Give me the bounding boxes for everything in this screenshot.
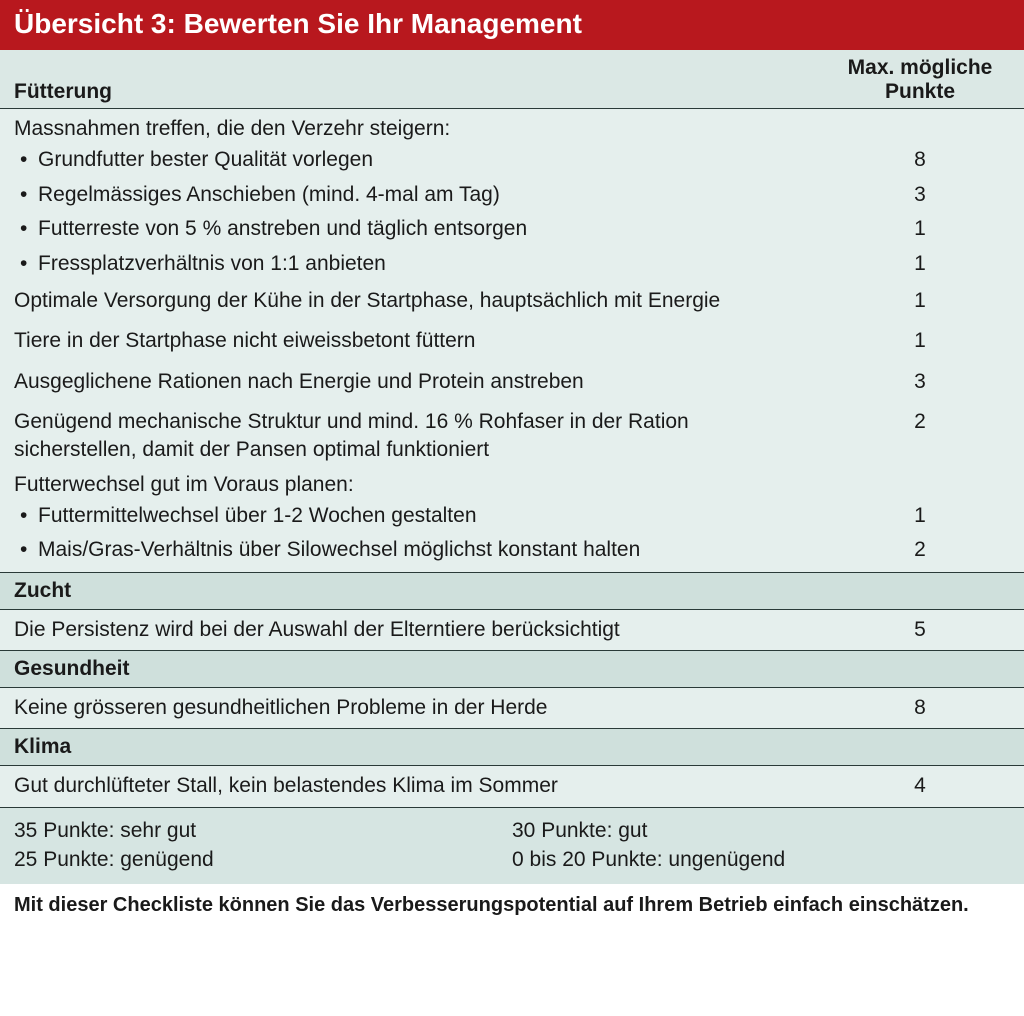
- bullet-row: • Regelmässiges Anschieben (mind. 4-mal …: [0, 178, 1024, 212]
- points-value: 8: [830, 694, 1010, 722]
- table-row: Die Persistenz wird bei der Auswahl der …: [0, 610, 1024, 650]
- bullet-icon: •: [14, 214, 38, 244]
- section-header-zucht: Zucht: [0, 573, 1024, 610]
- section-header-gesundheit: Gesundheit: [0, 651, 1024, 688]
- header-left: Fütterung: [14, 80, 830, 104]
- bullet-text: Mais/Gras-Verhältnis über Silowechsel mö…: [38, 535, 830, 565]
- bullet-icon: •: [14, 180, 38, 210]
- header-right: Max. mögliche Punkte: [830, 56, 1010, 104]
- row-text: Gut durchlüfteter Stall, kein belastende…: [14, 772, 830, 800]
- fuetterung-intro1: Massnahmen treffen, die den Verzehr stei…: [0, 109, 1024, 143]
- header-right-line2: Punkte: [830, 80, 1010, 104]
- points-value: 8: [830, 145, 1010, 175]
- legend-item: 35 Punkte: sehr gut: [14, 816, 512, 845]
- bullet-text: Grundfutter bester Qualität vorlegen: [38, 145, 830, 175]
- row-text: Die Persistenz wird bei der Auswahl der …: [14, 616, 830, 644]
- points-value: 3: [830, 368, 1010, 396]
- bullet-row: • Fressplatzverhältnis von 1:1 anbieten …: [0, 247, 1024, 281]
- points-value: 2: [830, 535, 1010, 565]
- fuetterung-intro2: Futterwechsel gut im Voraus planen:: [0, 471, 1024, 499]
- points-value: 1: [830, 287, 1010, 315]
- footer-note: Mit dieser Checkliste können Sie das Ver…: [0, 884, 1024, 935]
- bullet-icon: •: [14, 535, 38, 565]
- table-row: Keine grösseren gesundheitlichen Problem…: [0, 688, 1024, 728]
- points-value: 3: [830, 180, 1010, 210]
- row-text: Genügend mechanische Struktur und mind. …: [14, 408, 830, 465]
- points-value: 1: [830, 249, 1010, 279]
- points-value: 1: [830, 214, 1010, 244]
- bullet-text: Fressplatzverhältnis von 1:1 anbieten: [38, 249, 830, 279]
- bullet-icon: •: [14, 501, 38, 531]
- bullet-icon: •: [14, 145, 38, 175]
- points-value: 5: [830, 616, 1010, 644]
- section-header-klima: Klima: [0, 729, 1024, 766]
- header-right-line1: Max. mögliche: [830, 56, 1010, 80]
- points-value: 1: [830, 501, 1010, 531]
- table-row: Gut durchlüfteter Stall, kein belastende…: [0, 766, 1024, 806]
- bullet-row: • Mais/Gras-Verhältnis über Silowechsel …: [0, 533, 1024, 571]
- row-text: Keine grösseren gesundheitlichen Problem…: [14, 694, 830, 722]
- bullet-text: Futtermittelwechsel über 1-2 Wochen gest…: [38, 501, 830, 531]
- row-text: Ausgeglichene Rationen nach Energie und …: [14, 368, 830, 396]
- legend-item: 25 Punkte: genügend: [14, 845, 512, 874]
- header-row: Fütterung Max. mögliche Punkte: [0, 50, 1024, 109]
- title-bar: Übersicht 3: Bewerten Sie Ihr Management: [0, 0, 1024, 50]
- bullet-text: Regelmässiges Anschieben (mind. 4-mal am…: [38, 180, 830, 210]
- legend-col-left: 35 Punkte: sehr gut 25 Punkte: genügend: [14, 816, 512, 875]
- page: Übersicht 3: Bewerten Sie Ihr Management…: [0, 0, 1024, 935]
- bullet-row: • Futterreste von 5 % anstreben und tägl…: [0, 212, 1024, 246]
- bullet-text: Futterreste von 5 % anstreben und täglic…: [38, 214, 830, 244]
- table-row: Tiere in der Startphase nicht eiweissbet…: [0, 321, 1024, 361]
- table-row: Ausgeglichene Rationen nach Energie und …: [0, 362, 1024, 402]
- bullet-icon: •: [14, 249, 38, 279]
- title-text: Übersicht 3: Bewerten Sie Ihr Management: [14, 8, 582, 39]
- bullet-row: • Futtermittelwechsel über 1-2 Wochen ge…: [0, 499, 1024, 533]
- points-value: 1: [830, 327, 1010, 355]
- row-text: Tiere in der Startphase nicht eiweissbet…: [14, 327, 830, 355]
- score-legend: 35 Punkte: sehr gut 25 Punkte: genügend …: [0, 808, 1024, 885]
- points-value: 4: [830, 772, 1010, 800]
- legend-item: 30 Punkte: gut: [512, 816, 1010, 845]
- legend-col-right: 30 Punkte: gut 0 bis 20 Punkte: ungenüge…: [512, 816, 1010, 875]
- legend-item: 0 bis 20 Punkte: ungenügend: [512, 845, 1010, 874]
- bullet-row: • Grundfutter bester Qualität vorlegen 8: [0, 143, 1024, 177]
- table-row: Optimale Versorgung der Kühe in der Star…: [0, 281, 1024, 321]
- table-row: Genügend mechanische Struktur und mind. …: [0, 402, 1024, 471]
- points-value: 2: [830, 408, 1010, 465]
- row-text: Optimale Versorgung der Kühe in der Star…: [14, 287, 830, 315]
